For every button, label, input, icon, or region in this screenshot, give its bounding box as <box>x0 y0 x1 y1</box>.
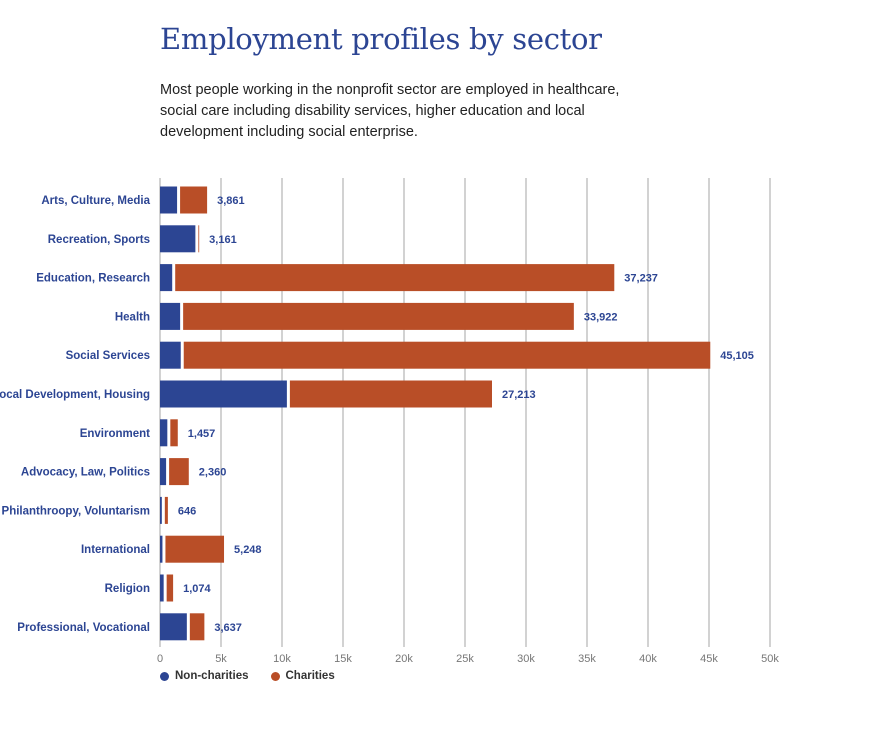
bar-charities-environment <box>170 419 178 447</box>
bar-charities-professional-vocational <box>189 613 205 641</box>
legend-label-charities: Charities <box>285 670 335 682</box>
chart-legend: Non-charities Charities <box>160 670 335 682</box>
x-tick-label-25k: 25k <box>456 653 474 665</box>
legend-swatch-non-charities <box>160 671 169 681</box>
bar-charities-advocacy-law-politics <box>169 458 189 486</box>
bar-non-charities-advocacy-law-politics <box>160 458 167 486</box>
bar-non-charities-social-services <box>160 341 181 369</box>
value-label-environment: 1,457 <box>188 428 216 440</box>
bar-charities-education-research <box>175 264 615 292</box>
x-tick-label-15k: 15k <box>334 653 352 665</box>
value-label-religion: 1,074 <box>183 583 211 595</box>
value-label-social-services: 45,105 <box>720 350 754 362</box>
x-tick-label-45k: 45k <box>700 653 718 665</box>
category-label-professional-vocational: Professional, Vocational <box>17 622 150 634</box>
x-tick-label-35k: 35k <box>578 653 596 665</box>
category-label-advocacy-law-politics: Advocacy, Law, Politics <box>21 467 150 479</box>
x-tick-label-10k: 10k <box>273 653 291 665</box>
bar-non-charities-arts-culture-media <box>160 186 178 214</box>
category-label-health: Health <box>115 311 150 323</box>
bar-non-charities-philanthroopy-voluntarism <box>160 496 162 524</box>
x-tick-label-50k: 50k <box>761 653 779 665</box>
x-tick-label-30k: 30k <box>517 653 535 665</box>
category-label-arts-culture-media: Arts, Culture, Media <box>41 195 150 207</box>
value-label-health: 33,922 <box>584 311 618 323</box>
legend-item-charities[interactable]: Charities <box>270 670 335 682</box>
bar-charities-health <box>183 302 574 330</box>
chart-title: Employment profiles by sector <box>160 22 602 56</box>
x-tick-label-5k: 5k <box>215 653 227 665</box>
category-label-environment: Environment <box>80 428 150 440</box>
legend-swatch-charities <box>270 671 280 681</box>
category-label-philanthroopy-voluntarism: Philanthroopy, Voluntarism <box>2 505 150 517</box>
bar-charities-social-services <box>183 341 711 369</box>
bar-charities-international <box>165 535 225 563</box>
bar-non-charities-recreation-sports <box>160 225 196 253</box>
bar-non-charities-local-development-housing <box>160 380 287 408</box>
bar-non-charities-environment <box>160 419 168 447</box>
bar-charities-philanthroopy-voluntarism <box>164 496 168 524</box>
category-label-religion: Religion <box>105 583 150 595</box>
legend-label-non-charities: Non-charities <box>175 670 249 682</box>
value-label-international: 5,248 <box>234 544 262 556</box>
category-label-recreation-sports: Recreation, Sports <box>48 234 150 246</box>
value-label-recreation-sports: 3,161 <box>209 234 237 246</box>
category-label-social-services: Social Services <box>66 350 150 362</box>
value-label-professional-vocational: 3,637 <box>214 622 242 634</box>
bar-non-charities-education-research <box>160 264 173 292</box>
value-label-philanthroopy-voluntarism: 646 <box>178 505 196 517</box>
value-label-advocacy-law-politics: 2,360 <box>199 467 227 479</box>
chart-subtitle: Most people working in the nonprofit sec… <box>160 82 620 140</box>
bar-charities-recreation-sports <box>198 225 200 253</box>
bar-non-charities-international <box>160 535 163 563</box>
bar-charities-religion <box>166 574 174 602</box>
value-label-local-development-housing: 27,213 <box>502 389 536 401</box>
category-label-international: International <box>81 544 150 556</box>
x-tick-label-0: 0 <box>157 653 163 665</box>
x-tick-label-40k: 40k <box>639 653 657 665</box>
value-label-education-research: 37,237 <box>624 273 658 285</box>
bar-charities-local-development-housing <box>289 380 492 408</box>
bar-non-charities-professional-vocational <box>160 613 187 641</box>
category-label-local-development-housing: Local Development, Housing <box>0 389 150 401</box>
x-tick-label-20k: 20k <box>395 653 413 665</box>
legend-item-non-charities[interactable]: Non-charities <box>160 670 249 682</box>
category-label-education-research: Education, Research <box>36 273 150 285</box>
bar-non-charities-health <box>160 302 181 330</box>
bar-non-charities-religion <box>160 574 164 602</box>
bar-charities-arts-culture-media <box>180 186 208 214</box>
value-label-arts-culture-media: 3,861 <box>217 195 245 207</box>
